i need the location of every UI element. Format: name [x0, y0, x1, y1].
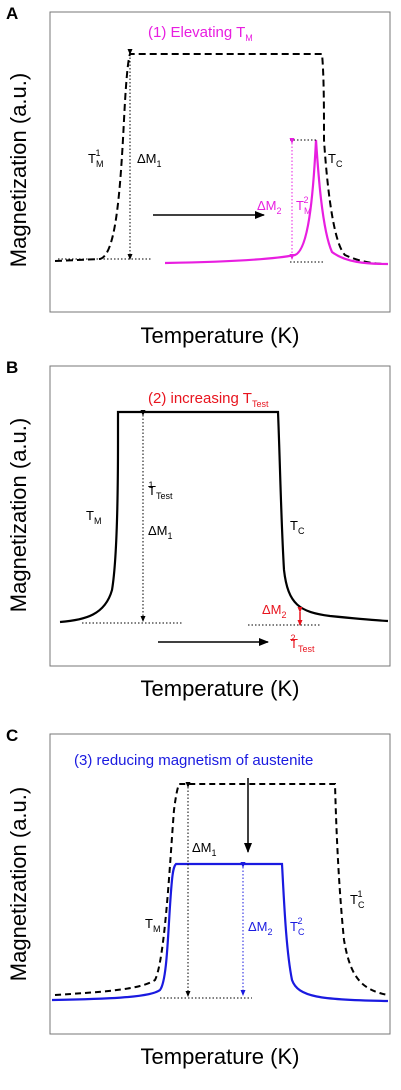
- x-axis-title-c: Temperature (K): [141, 1044, 300, 1069]
- dm1-label-c: ΔM1: [192, 840, 217, 858]
- dm2-label-a: ΔM2: [257, 198, 282, 216]
- curve-magenta-a: [164, 139, 389, 266]
- panel-letter-a: A: [6, 4, 18, 23]
- dm2-label-c: ΔM2: [248, 919, 273, 937]
- plot-frame-c: [49, 733, 391, 1035]
- tc2-label-c: TC2: [290, 916, 305, 937]
- dm1-label-a: ΔM1: [137, 151, 162, 169]
- caption-b: (2) increasing TTest: [148, 390, 269, 409]
- tc-label-b: TC: [290, 518, 305, 536]
- panel-a: A Magnetization (a.u.) Temperature (K) (…: [6, 4, 391, 348]
- tc-label-a: TC: [328, 151, 343, 169]
- ttest1-label-b: TTest1: [148, 480, 173, 501]
- caption-a: (1) Elevating TM: [148, 24, 253, 43]
- tc1-label-c: TC1: [350, 889, 365, 910]
- y-axis-title-c: Magnetization (a.u.): [6, 787, 31, 981]
- curve-blue-c: [51, 862, 389, 1003]
- plot-frame-a: [49, 11, 391, 313]
- tm1-label-a: TM1: [88, 148, 103, 169]
- panel-letter-b: B: [6, 358, 18, 377]
- plot-frame-b: [49, 365, 391, 667]
- x-axis-title-b: Temperature (K): [141, 676, 300, 701]
- panel-letter-c: C: [6, 726, 18, 745]
- tm2-label-a: TM2: [296, 195, 311, 216]
- y-axis-title-b: Magnetization (a.u.): [6, 418, 31, 612]
- y-axis-title-a: Magnetization (a.u.): [6, 73, 31, 267]
- dm1-label-b: ΔM1: [148, 523, 173, 541]
- tm-label-c: TM: [145, 916, 160, 934]
- panel-c: C Magnetization (a.u.) Temperature (K) (…: [6, 726, 391, 1069]
- x-axis-title-a: Temperature (K): [141, 323, 300, 348]
- curve-dashed-c: [54, 783, 389, 996]
- caption-c: (3) reducing magnetism of austenite: [74, 752, 313, 769]
- ttest2-label-b: TTest2: [290, 633, 315, 654]
- dm2-label-b: ΔM2: [262, 602, 287, 620]
- panel-b: B Magnetization (a.u.) Temperature (K) (…: [6, 358, 391, 701]
- curve-solid-b: [59, 410, 389, 624]
- curve-dashed-a: [54, 53, 389, 265]
- tm-label-b: TM: [86, 508, 101, 526]
